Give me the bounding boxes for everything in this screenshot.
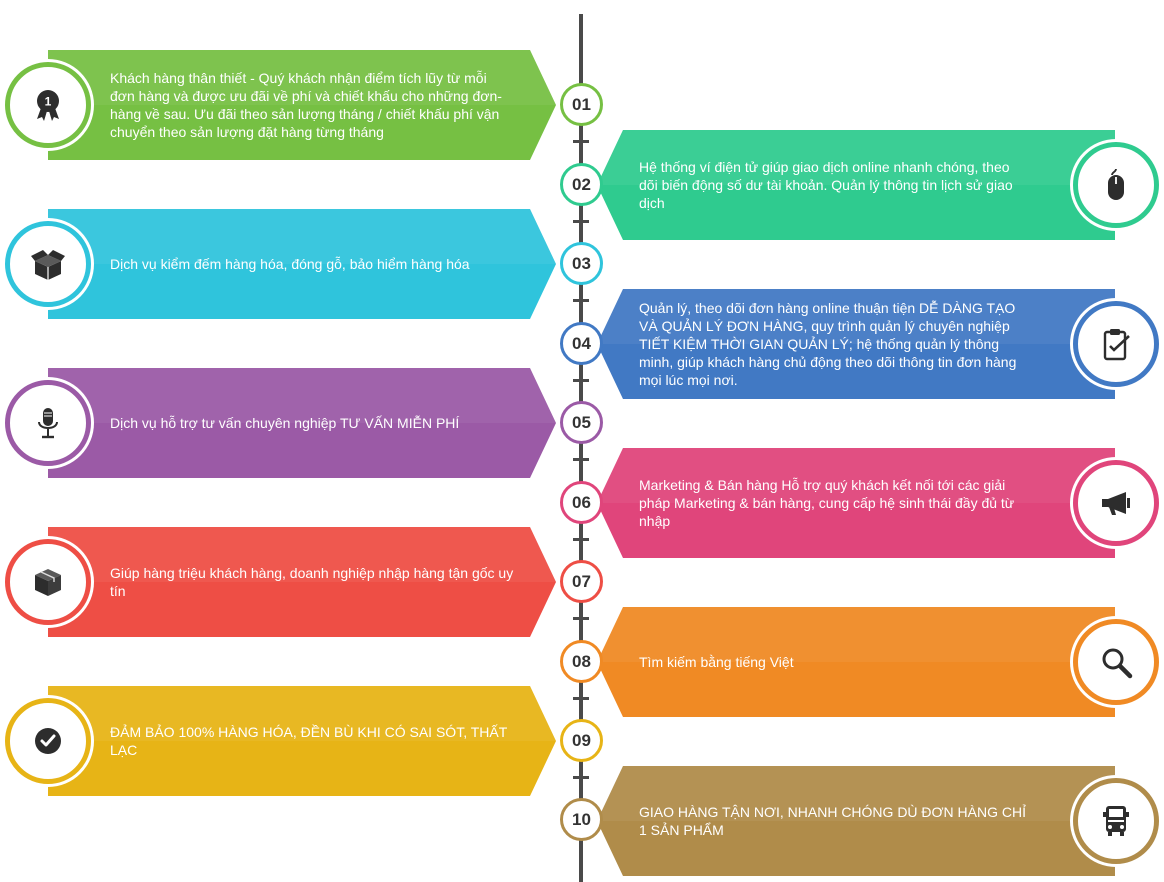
icon-circle-01: 1: [5, 62, 91, 148]
timeline-tick: [573, 697, 589, 700]
truck-icon: [1103, 806, 1129, 836]
step-number-02: 02: [560, 163, 603, 206]
timeline-tick: [573, 617, 589, 620]
banner-text: Giúp hàng triệu khách hàng, doanh nghiệp…: [110, 565, 514, 599]
medal-badge: 1: [45, 95, 52, 109]
open-box-icon: [31, 250, 65, 280]
icon-circle-02: [1073, 142, 1159, 228]
microphone-icon: [38, 408, 58, 439]
step-number-06: 06: [560, 481, 603, 524]
icon-circle-07: [5, 539, 91, 625]
step-number-03: 03: [560, 242, 603, 285]
banner-text: Dịch vụ hỗ trợ tư vấn chuyên nghiệp TƯ V…: [110, 415, 460, 431]
icon-circle-05: [5, 380, 91, 466]
timeline-tick: [573, 458, 589, 461]
icon-circle-08: [1073, 619, 1159, 705]
timeline-tick: [573, 140, 589, 143]
step-number-08: 08: [560, 640, 603, 683]
step-number-09: 09: [560, 719, 603, 762]
banner-04: Quản lý, theo dõi đơn hàng online thuận …: [597, 289, 1115, 399]
search-icon: [1102, 648, 1133, 679]
package-icon: [35, 569, 61, 596]
banner-text: Dịch vụ kiểm đếm hàng hóa, đóng gỗ, bảo …: [110, 256, 470, 272]
banner-text: Tìm kiếm bằng tiếng Việt: [639, 654, 794, 670]
banner-text: Hệ thống ví điện tử giúp giao dịch onlin…: [639, 159, 1013, 211]
banner-text: Khách hàng thân thiết - Quý khách nhận đ…: [110, 70, 502, 140]
banner-09: ĐẢM BẢO 100% HÀNG HÓA, ĐỀN BÙ KHI CÓ SAI…: [48, 686, 556, 796]
icon-circle-10: [1073, 778, 1159, 864]
banner-02: Hệ thống ví điện tử giúp giao dịch onlin…: [597, 130, 1115, 240]
timeline-tick: [573, 299, 589, 302]
timeline-tick: [573, 379, 589, 382]
icon-circle-06: [1073, 460, 1159, 546]
step-number-05: 05: [560, 401, 603, 444]
check-circle-icon: [35, 728, 61, 754]
award-medal-icon: 1: [37, 90, 59, 121]
banner-06: Marketing & Bán hàng Hỗ trợ quý khách kế…: [597, 448, 1115, 558]
step-number-04: 04: [560, 322, 603, 365]
step-number-10: 10: [560, 798, 603, 841]
icon-circle-03: [5, 221, 91, 307]
banner-05: Dịch vụ hỗ trợ tư vấn chuyên nghiệp TƯ V…: [48, 368, 556, 478]
banner-10: GIAO HÀNG TẬN NƠI, NHANH CHÓNG DÙ ĐƠN HÀ…: [597, 766, 1115, 876]
timeline-tick: [573, 538, 589, 541]
icon-circle-04: [1073, 301, 1159, 387]
timeline-spine: [579, 14, 583, 882]
banner-07: Giúp hàng triệu khách hàng, doanh nghiệp…: [48, 527, 556, 637]
banner-text: Marketing & Bán hàng Hỗ trợ quý khách kế…: [639, 477, 1015, 529]
timeline-tick: [573, 776, 589, 779]
mouse-icon: [1108, 168, 1124, 200]
timeline-tick: [573, 220, 589, 223]
megaphone-icon: [1102, 492, 1130, 515]
banner-text: GIAO HÀNG TẬN NƠI, NHANH CHÓNG DÙ ĐƠN HÀ…: [639, 804, 1026, 838]
step-number-01: 01: [560, 83, 603, 126]
clipboard-check-icon: [1103, 329, 1130, 361]
banner-03: Dịch vụ kiểm đếm hàng hóa, đóng gỗ, bảo …: [48, 209, 556, 319]
icon-circle-09: [5, 698, 91, 784]
step-number-07: 07: [560, 560, 603, 603]
banner-01: Khách hàng thân thiết - Quý khách nhận đ…: [48, 50, 556, 160]
banner-text: Quản lý, theo dõi đơn hàng online thuận …: [639, 300, 1017, 388]
banner-08: Tìm kiếm bằng tiếng Việt: [597, 607, 1115, 717]
banner-text: ĐẢM BẢO 100% HÀNG HÓA, ĐỀN BÙ KHI CÓ SAI…: [110, 724, 508, 758]
